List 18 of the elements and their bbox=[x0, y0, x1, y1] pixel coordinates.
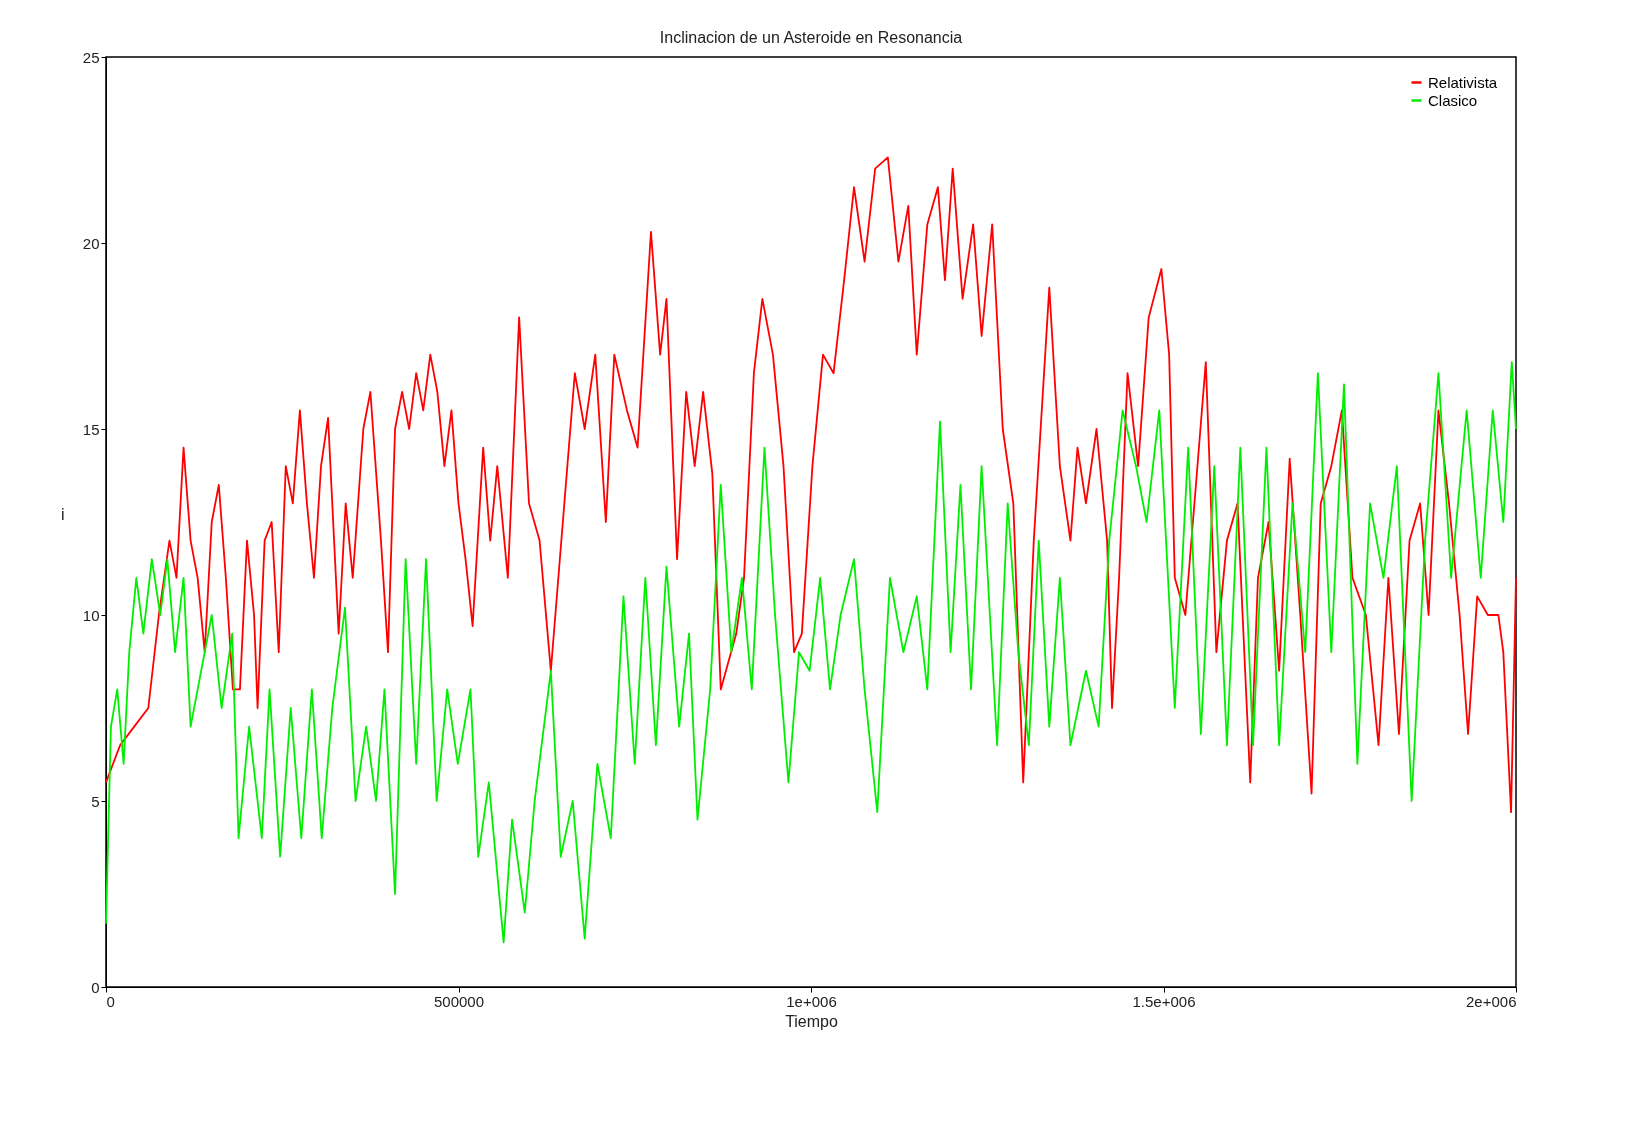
x-tick-label: 2e+006 bbox=[1466, 992, 1517, 1010]
y-axis-title: i bbox=[61, 505, 65, 523]
y-tick-label: 15 bbox=[82, 420, 100, 438]
x-tick-label: 1.5e+006 bbox=[1132, 992, 1196, 1010]
y-tick-label: 0 bbox=[91, 978, 100, 996]
legend-label: Relativista bbox=[1428, 73, 1498, 91]
x-axis-title: Tiempo bbox=[785, 1012, 838, 1030]
y-tick-label: 25 bbox=[82, 48, 100, 66]
y-tick-label: 20 bbox=[82, 234, 100, 252]
y-tick-label: 10 bbox=[82, 606, 100, 624]
line-series bbox=[105, 361, 1517, 944]
x-tick-label: 1e+006 bbox=[786, 992, 837, 1010]
y-tick-label: 5 bbox=[91, 792, 100, 810]
line-series bbox=[105, 156, 1517, 814]
chart-title: Inclinacion de un Asteroide en Resonancia bbox=[659, 29, 963, 46]
x-tick-label: 0 bbox=[106, 992, 115, 1010]
x-tick-label: 500000 bbox=[433, 992, 485, 1010]
legend-label: Clasico bbox=[1428, 91, 1478, 109]
